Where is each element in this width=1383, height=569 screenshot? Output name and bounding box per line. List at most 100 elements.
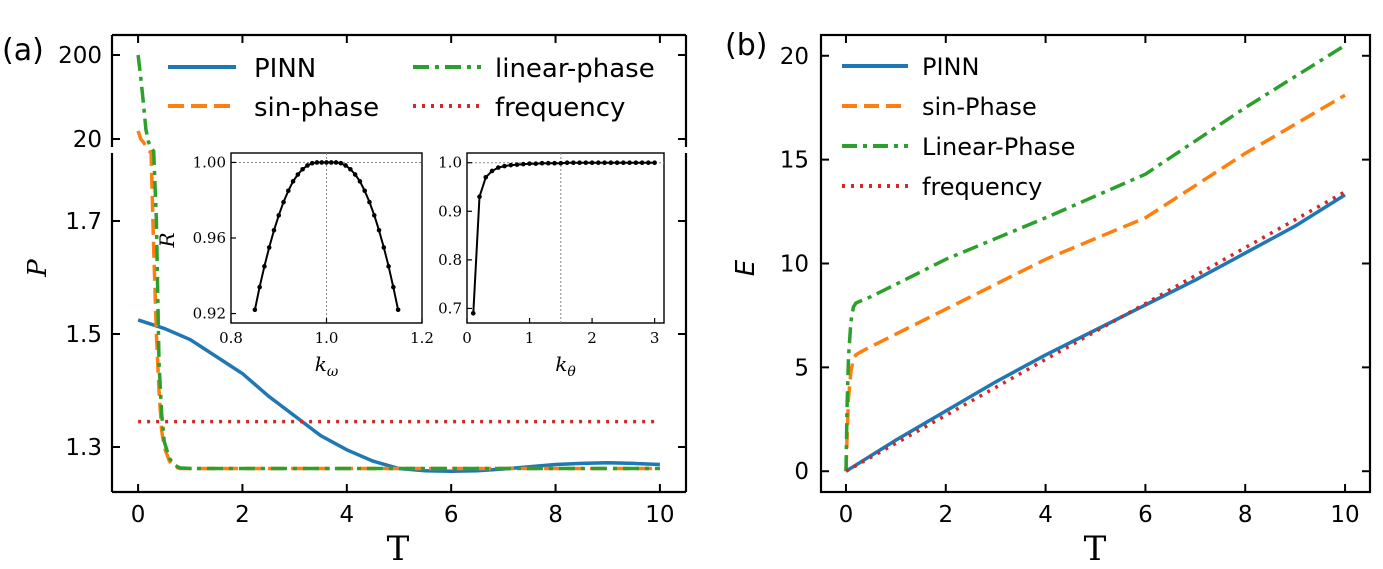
axes-a bbox=[110, 33, 688, 494]
inset-kt-frame bbox=[466, 152, 665, 324]
inset-kw-point bbox=[252, 307, 258, 313]
legend-label-frequency-b: frequency bbox=[922, 173, 1042, 201]
y-tick-label-b-20: 20 bbox=[780, 44, 809, 70]
inset-kt-point bbox=[539, 160, 545, 166]
inset-kw-point bbox=[295, 172, 301, 177]
inset-kw-point bbox=[343, 163, 348, 168]
inset-kw-point bbox=[357, 179, 363, 184]
legend-a: PINN sin-phase linear-phase frequency bbox=[168, 54, 655, 123]
inset-kt-point bbox=[533, 161, 539, 166]
inset-kt-y-tick-label-1.0: 1.0 bbox=[438, 154, 462, 172]
inset-kw-x-label-sub: ω bbox=[327, 364, 339, 380]
series-b-linear-phase bbox=[844, 43, 1346, 472]
inset-kw-point bbox=[309, 160, 315, 166]
series-a bbox=[136, 54, 660, 474]
inset-kw-point bbox=[352, 172, 358, 177]
inset-kw: 0.8 1.0 1.2 0.92 0.96 1.00 kω R bbox=[155, 152, 434, 380]
inset-kt-point bbox=[633, 160, 639, 166]
inset-kt-point bbox=[627, 160, 632, 166]
series-a-linear-phase bbox=[136, 54, 660, 471]
y-tick-label-b-10: 10 bbox=[780, 252, 809, 278]
inset-kt-x-tick-label-0: 0 bbox=[462, 329, 472, 347]
insets-a: 0.8 1.0 1.2 0.92 0.96 1.00 kω R 0 1 2 3 0.7 0.8 0.9 1.0… bbox=[155, 152, 665, 380]
inset-kt-point bbox=[564, 160, 570, 166]
inset-kt-point bbox=[502, 163, 507, 169]
inset-kw-point bbox=[319, 160, 325, 165]
inset-kw-point bbox=[348, 166, 353, 172]
inset-kw-y-tick-label-0.92: 0.92 bbox=[193, 305, 226, 323]
inset-kw-y-tick-label-1.00: 1.00 bbox=[193, 153, 226, 171]
x-axis-label-a: T bbox=[387, 529, 410, 569]
panel-a: (a) P T PINN sin-phase linear-phase freq… bbox=[2, 33, 688, 569]
inset-kt-point bbox=[483, 174, 489, 180]
panel-label-a: (a) bbox=[2, 33, 44, 68]
inset-kt-point bbox=[489, 168, 495, 174]
series-b-sin-phase bbox=[844, 93, 1346, 472]
y-axis-label-a: P bbox=[23, 259, 53, 278]
inset-kw-point bbox=[386, 264, 391, 269]
inset-kw-point bbox=[333, 160, 339, 165]
legend-label-sin-phase-b: sin-Phase bbox=[922, 93, 1037, 121]
y-tick-label-b-5: 5 bbox=[794, 355, 809, 381]
inset-kw-point bbox=[281, 199, 286, 205]
inset-kt-point bbox=[552, 160, 557, 166]
inset-kw-point bbox=[376, 227, 382, 233]
inset-kt-x-label: kθ bbox=[555, 352, 576, 380]
inset-kt-point bbox=[646, 160, 651, 166]
inset-kw-x-tick-label-1.0: 1.0 bbox=[315, 329, 339, 347]
inset-kw-x-tick-label-1.2: 1.2 bbox=[410, 329, 434, 347]
x-tick-label-b-10: 10 bbox=[1330, 502, 1359, 528]
inset-kw-point bbox=[362, 188, 368, 194]
inset-kt-point bbox=[577, 160, 582, 166]
inset-kt-point bbox=[614, 160, 620, 166]
inset-kt: 0 1 2 3 0.7 0.8 0.9 1.0 kθ bbox=[438, 152, 665, 380]
x-tick-label-b-0: 0 bbox=[839, 502, 854, 528]
inset-kt-point bbox=[596, 160, 601, 166]
inset-kt-y-tick-label-0.9: 0.9 bbox=[438, 202, 462, 220]
inset-kt-point bbox=[571, 160, 576, 166]
legend-label-pinn: PINN bbox=[254, 54, 316, 84]
y-tick-label-upper-a-200: 200 bbox=[58, 43, 102, 69]
x-tick-label-a-10: 10 bbox=[645, 502, 674, 528]
inset-kw-point bbox=[367, 199, 372, 205]
legend-label-pinn-b: PINN bbox=[922, 53, 979, 81]
y-tick-label-upper-a-20: 20 bbox=[73, 127, 102, 153]
inset-kt-point bbox=[602, 160, 607, 166]
x-tick-label-b-4: 4 bbox=[1038, 502, 1053, 528]
axes-frame-b bbox=[819, 33, 1372, 494]
legend-label-linear-phase-b: Linear-Phase bbox=[922, 133, 1075, 161]
panel-label-b: (b) bbox=[725, 28, 767, 63]
inset-kt-x-tick-label-1: 1 bbox=[525, 329, 535, 347]
inset-kw-point bbox=[305, 163, 310, 168]
inset-kw-point bbox=[381, 245, 387, 250]
inset-kw-point bbox=[300, 166, 305, 172]
inset-kw-y-label: R bbox=[155, 232, 179, 248]
inset-kt-point bbox=[520, 161, 526, 167]
inset-kw-point bbox=[257, 284, 262, 290]
inset-kt-point bbox=[527, 161, 532, 166]
x-tick-label-b-6: 6 bbox=[1138, 502, 1153, 528]
inset-kw-point bbox=[290, 179, 296, 184]
inset-kw-point bbox=[391, 284, 396, 290]
inset-kt-point bbox=[652, 160, 657, 166]
series-b-pinn bbox=[845, 193, 1346, 473]
inset-kw-point bbox=[324, 160, 329, 165]
inset-kt-point bbox=[470, 310, 476, 316]
x-tick-label-b-2: 2 bbox=[938, 502, 953, 528]
series-b bbox=[844, 43, 1346, 473]
y-tick-label-b-15: 15 bbox=[780, 148, 809, 174]
inset-kw-x-label: kω bbox=[315, 352, 339, 380]
inset-kw-point bbox=[262, 264, 267, 269]
legend-label-frequency: frequency bbox=[495, 93, 625, 123]
ticks-b: 0 2 4 6 8 10 0 5 10 15 20 bbox=[780, 35, 1370, 528]
y-axis-label-b: E bbox=[731, 259, 761, 276]
panel-b: (b) E T PINN sin-Phase Linear-Phase freq… bbox=[725, 28, 1372, 569]
axes-b bbox=[819, 33, 1372, 494]
y-tick-label-a-1.3: 1.3 bbox=[65, 435, 102, 461]
inset-kw-point bbox=[328, 160, 334, 165]
inset-kw-point bbox=[266, 245, 272, 250]
inset-kw-point bbox=[276, 213, 282, 218]
inset-kt-point bbox=[495, 165, 501, 170]
inset-kw-point bbox=[271, 227, 277, 233]
